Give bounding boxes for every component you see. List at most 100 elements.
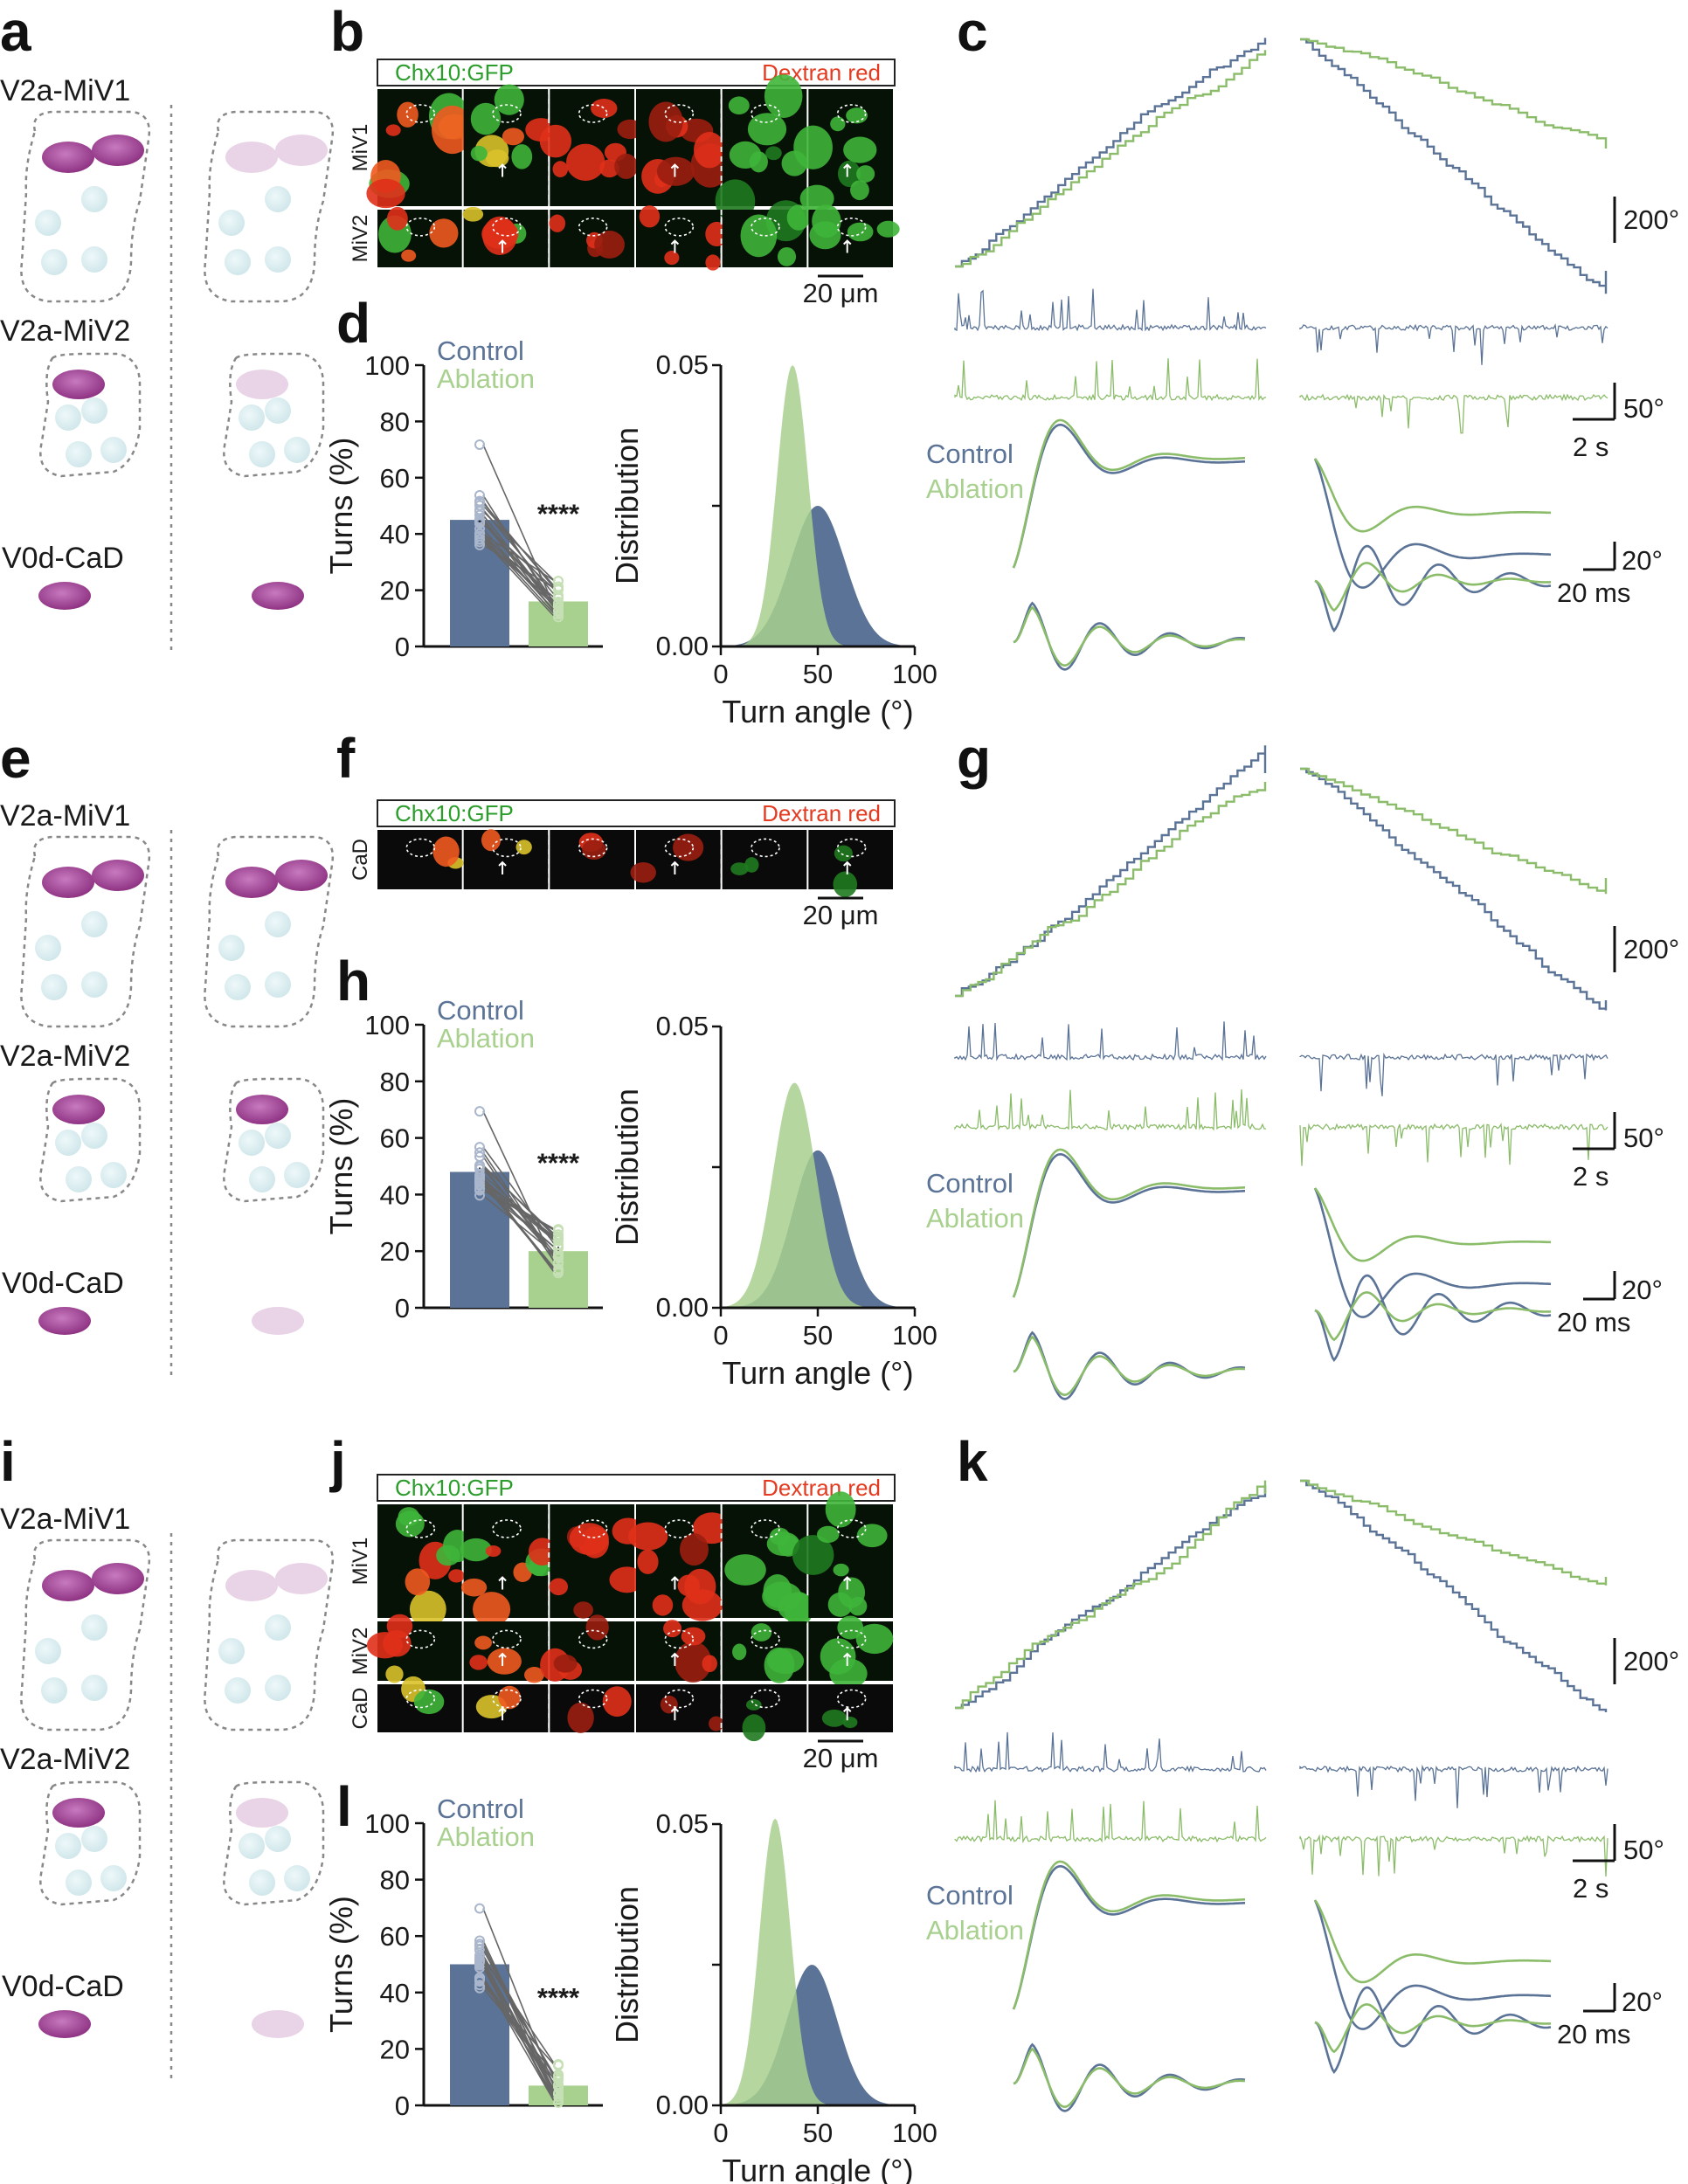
arrow-icon	[498, 1652, 507, 1666]
cell-blob	[485, 1545, 502, 1558]
y-tick-label: 40	[380, 1978, 410, 2008]
scale-time-label: 2 s	[1573, 432, 1608, 462]
target-cell-outline	[836, 1519, 867, 1538]
data-point-control	[474, 439, 485, 450]
data-point-control	[474, 504, 485, 515]
cell-blob	[594, 231, 625, 259]
trace-heading-control-right	[1300, 38, 1608, 294]
cell-blob	[397, 101, 419, 128]
cell-blob	[599, 159, 619, 178]
neuron-other	[218, 935, 245, 961]
cluster-outline-miv1	[20, 1538, 151, 1731]
arrow-icon	[670, 1652, 680, 1666]
target-cell-outline	[751, 838, 780, 858]
arrow-icon	[843, 163, 852, 177]
significance-label: ****	[537, 1147, 580, 1178]
label-v2a-miv2: V2a-MiV2	[0, 1743, 130, 1776]
data-point-ablation	[553, 1264, 564, 1275]
y-axis-title: Turns (%)	[323, 438, 359, 575]
schematic-left-half	[20, 1538, 151, 2038]
cell-blob	[817, 1525, 840, 1544]
scale-bar-label: 20 μm	[803, 900, 879, 930]
bar-control	[450, 1964, 509, 2105]
target-cell-outline	[405, 838, 436, 858]
cell-blob	[730, 862, 749, 875]
neuron-other	[284, 437, 310, 463]
neuron-other	[239, 1833, 265, 1859]
neuron-other	[55, 404, 81, 431]
neuron-other	[35, 935, 61, 961]
y-tick-label: 80	[380, 406, 410, 437]
cell-blob	[809, 221, 841, 250]
cell-blob	[639, 205, 661, 228]
neuron-miv1	[225, 1570, 278, 1601]
x-tick-label: 50	[803, 2118, 833, 2148]
cell-blob	[705, 254, 721, 271]
neuron-other	[100, 1162, 127, 1188]
neuron-other	[265, 971, 291, 998]
x-tick-label: 50	[803, 1320, 833, 1351]
label-v0d-cad: V0d-CaD	[2, 1970, 124, 2003]
x-tick-label: 0	[713, 2118, 728, 2148]
row-label: MiV2	[349, 215, 372, 263]
arrow-icon	[670, 1706, 680, 1721]
row-label: MiV1	[349, 1538, 372, 1586]
cell-blob	[524, 1667, 544, 1683]
cell-blob	[724, 1554, 766, 1586]
trace-fine-ablation-left-top	[1012, 1148, 1245, 1298]
legend-ablation: Ablation	[926, 473, 1024, 504]
neuron-other	[81, 1614, 107, 1641]
panel-letter-j: j	[329, 1430, 346, 1493]
data-point-ablation	[553, 584, 564, 595]
target-cell-outline	[578, 1519, 608, 1538]
pair-line	[482, 536, 556, 615]
data-point-control	[474, 1151, 485, 1162]
target-cell-outline	[405, 1689, 436, 1709]
data-point-control	[474, 534, 485, 545]
panel-letter-k: k	[957, 1430, 988, 1493]
neuron-cad	[38, 1307, 91, 1335]
cell-blob	[656, 156, 695, 186]
neuron-other	[81, 1123, 107, 1149]
significance-label: ****	[537, 1982, 580, 2013]
target-cell-outline	[664, 104, 695, 123]
neuron-miv2	[236, 1798, 288, 1828]
arrow-icon	[498, 1576, 507, 1590]
neuron-cad	[252, 2010, 304, 2038]
schematic-left-half	[20, 835, 151, 1335]
target-cell-outline	[751, 1519, 780, 1538]
neuron-other	[81, 911, 107, 937]
cell-blob	[573, 1601, 593, 1619]
neuron-other	[218, 210, 245, 236]
trace-fine-ablation-right-bottom	[1314, 2003, 1552, 2054]
arrow-icon	[670, 163, 680, 177]
cluster-outline-miv1	[204, 1538, 335, 1731]
row-label: CaD	[349, 839, 372, 881]
cell-blob	[385, 1665, 404, 1683]
schematic-right-half	[204, 110, 335, 610]
target-cell-outline	[578, 838, 608, 858]
trace-fine-control-left-bottom	[1013, 1330, 1246, 1400]
cell-blob	[833, 1563, 849, 1577]
scale-spike-label: 50°	[1623, 1835, 1664, 1865]
schematic-right-half	[204, 835, 335, 1335]
neuron-other	[265, 1614, 291, 1641]
header-gfp-label: Chx10:GFP	[395, 59, 514, 86]
neuron-miv1	[92, 1563, 144, 1594]
significance-label: ****	[537, 498, 580, 529]
neuron-other	[66, 1166, 92, 1192]
cell-blob	[511, 144, 533, 169]
target-cell-outline	[492, 1519, 522, 1538]
cell-blob	[777, 246, 797, 266]
trace-heading-ablation-left	[955, 1480, 1267, 1710]
y-tick-label: 0.00	[656, 1292, 709, 1323]
data-point-ablation	[553, 1235, 564, 1247]
trace-spikes-control-right	[1299, 1764, 1608, 1808]
neuron-other	[81, 186, 107, 212]
scale-spike-label: 50°	[1623, 1123, 1664, 1153]
trace-heading-ablation-left	[955, 782, 1267, 998]
cell-blob	[679, 1533, 709, 1566]
cell-blob	[614, 153, 639, 179]
label-v0d-cad: V0d-CaD	[2, 1267, 124, 1300]
